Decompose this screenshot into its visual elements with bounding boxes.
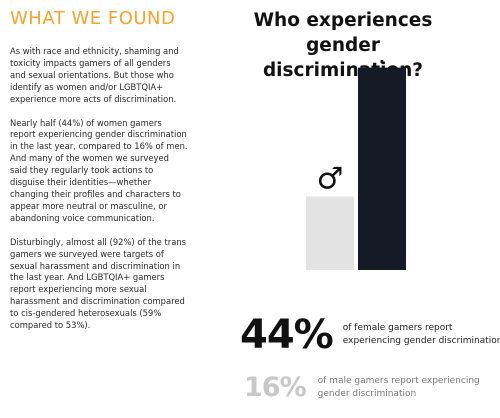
gender-bar-chart: ♂♀ bbox=[306, 60, 406, 270]
male-stat: 16% of male gamers report experiencing g… bbox=[244, 372, 488, 403]
male-symbol-icon: ♂ bbox=[317, 161, 344, 196]
female-symbol-icon: ♀ bbox=[371, 60, 393, 68]
male-bar bbox=[306, 196, 354, 270]
findings-text-column: WHAT WE FOUND As with race and ethnicity… bbox=[10, 8, 188, 344]
paragraph-women-gamers: Nearly half (44%) of women gamers report… bbox=[10, 117, 188, 223]
female-stat: 44% of female gamers report experiencing… bbox=[240, 312, 500, 358]
female-bar bbox=[358, 67, 406, 270]
section-heading: WHAT WE FOUND bbox=[10, 8, 176, 29]
female-stat-value: 44% bbox=[240, 312, 334, 358]
paragraph-intro: As with race and ethnicity, shaming and … bbox=[10, 46, 179, 104]
male-stat-label: of male gamers report experiencing gende… bbox=[317, 375, 480, 399]
paragraph-trans-gamers: Disturbingly, almost all (92%) of the tr… bbox=[10, 236, 187, 331]
male-stat-value: 16% bbox=[244, 372, 307, 403]
chart-title: Who experiences gender discrimination? bbox=[253, 10, 433, 81]
female-stat-label: of female gamers report experiencing gen… bbox=[342, 323, 500, 346]
